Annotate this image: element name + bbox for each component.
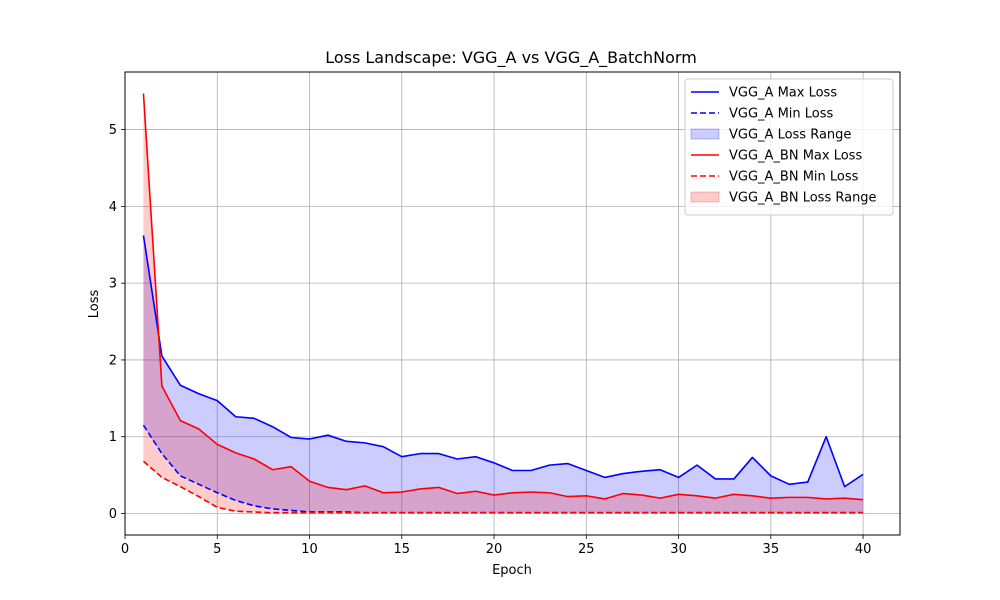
x-axis-ticks: 0 5 10 15 20 25 30 35 40 [121,535,872,557]
x-axis-label: Epoch [492,563,532,578]
legend-swatch [690,191,720,203]
legend-label: VGG_A Loss Range [729,128,851,143]
series-lines [142,93,864,514]
y-tick-label: 4 [109,200,117,215]
y-tick-label: 1 [109,430,117,445]
x-tick-label: 40 [855,542,872,557]
x-tick-label: 30 [670,542,687,557]
x-tick-label: 20 [486,542,503,557]
legend-label: VGG_A Min Loss [729,107,834,122]
legend-box [684,78,894,216]
series-line-vgg-a-bn-min-loss [142,460,864,514]
plot-frame [124,71,901,536]
legend-swatch [690,128,720,140]
x-tick-label: 0 [121,542,129,557]
x-tick-label: 10 [301,542,318,557]
y-axis-label: Loss [87,290,102,319]
range-fill-vgg-a-loss-range [143,235,864,513]
legend-label: VGG_A_BN Min Loss [729,170,859,185]
y-tick-label: 2 [109,353,117,368]
series-line-vgg-a-max-loss [142,235,864,488]
series-line-vgg-a-bn-max-loss [142,93,864,501]
legend-label: VGG_A_BN Max Loss [729,149,862,164]
legend-label: VGG_A Max Loss [729,86,837,101]
y-tick-label: 3 [109,277,117,292]
chart-title: Loss Landscape: VGG_A vs VGG_A_BatchNorm [325,48,697,68]
legend: VGG_A Max Loss VGG_A Min Loss VGG_A Loss R… [684,78,894,216]
x-tick-label: 25 [578,542,595,557]
range-fill-vgg-a-bn-loss-range [143,93,864,513]
range-fills [143,93,864,513]
x-tick-label: 15 [394,542,411,557]
y-axis-ticks: 0 1 2 3 4 5 [109,123,125,522]
y-tick-label: 0 [109,507,117,522]
x-tick-label: 35 [763,542,780,557]
y-tick-label: 5 [109,123,117,138]
legend-label: VGG_A_BN Loss Range [729,191,877,206]
x-tick-label: 5 [213,542,221,557]
